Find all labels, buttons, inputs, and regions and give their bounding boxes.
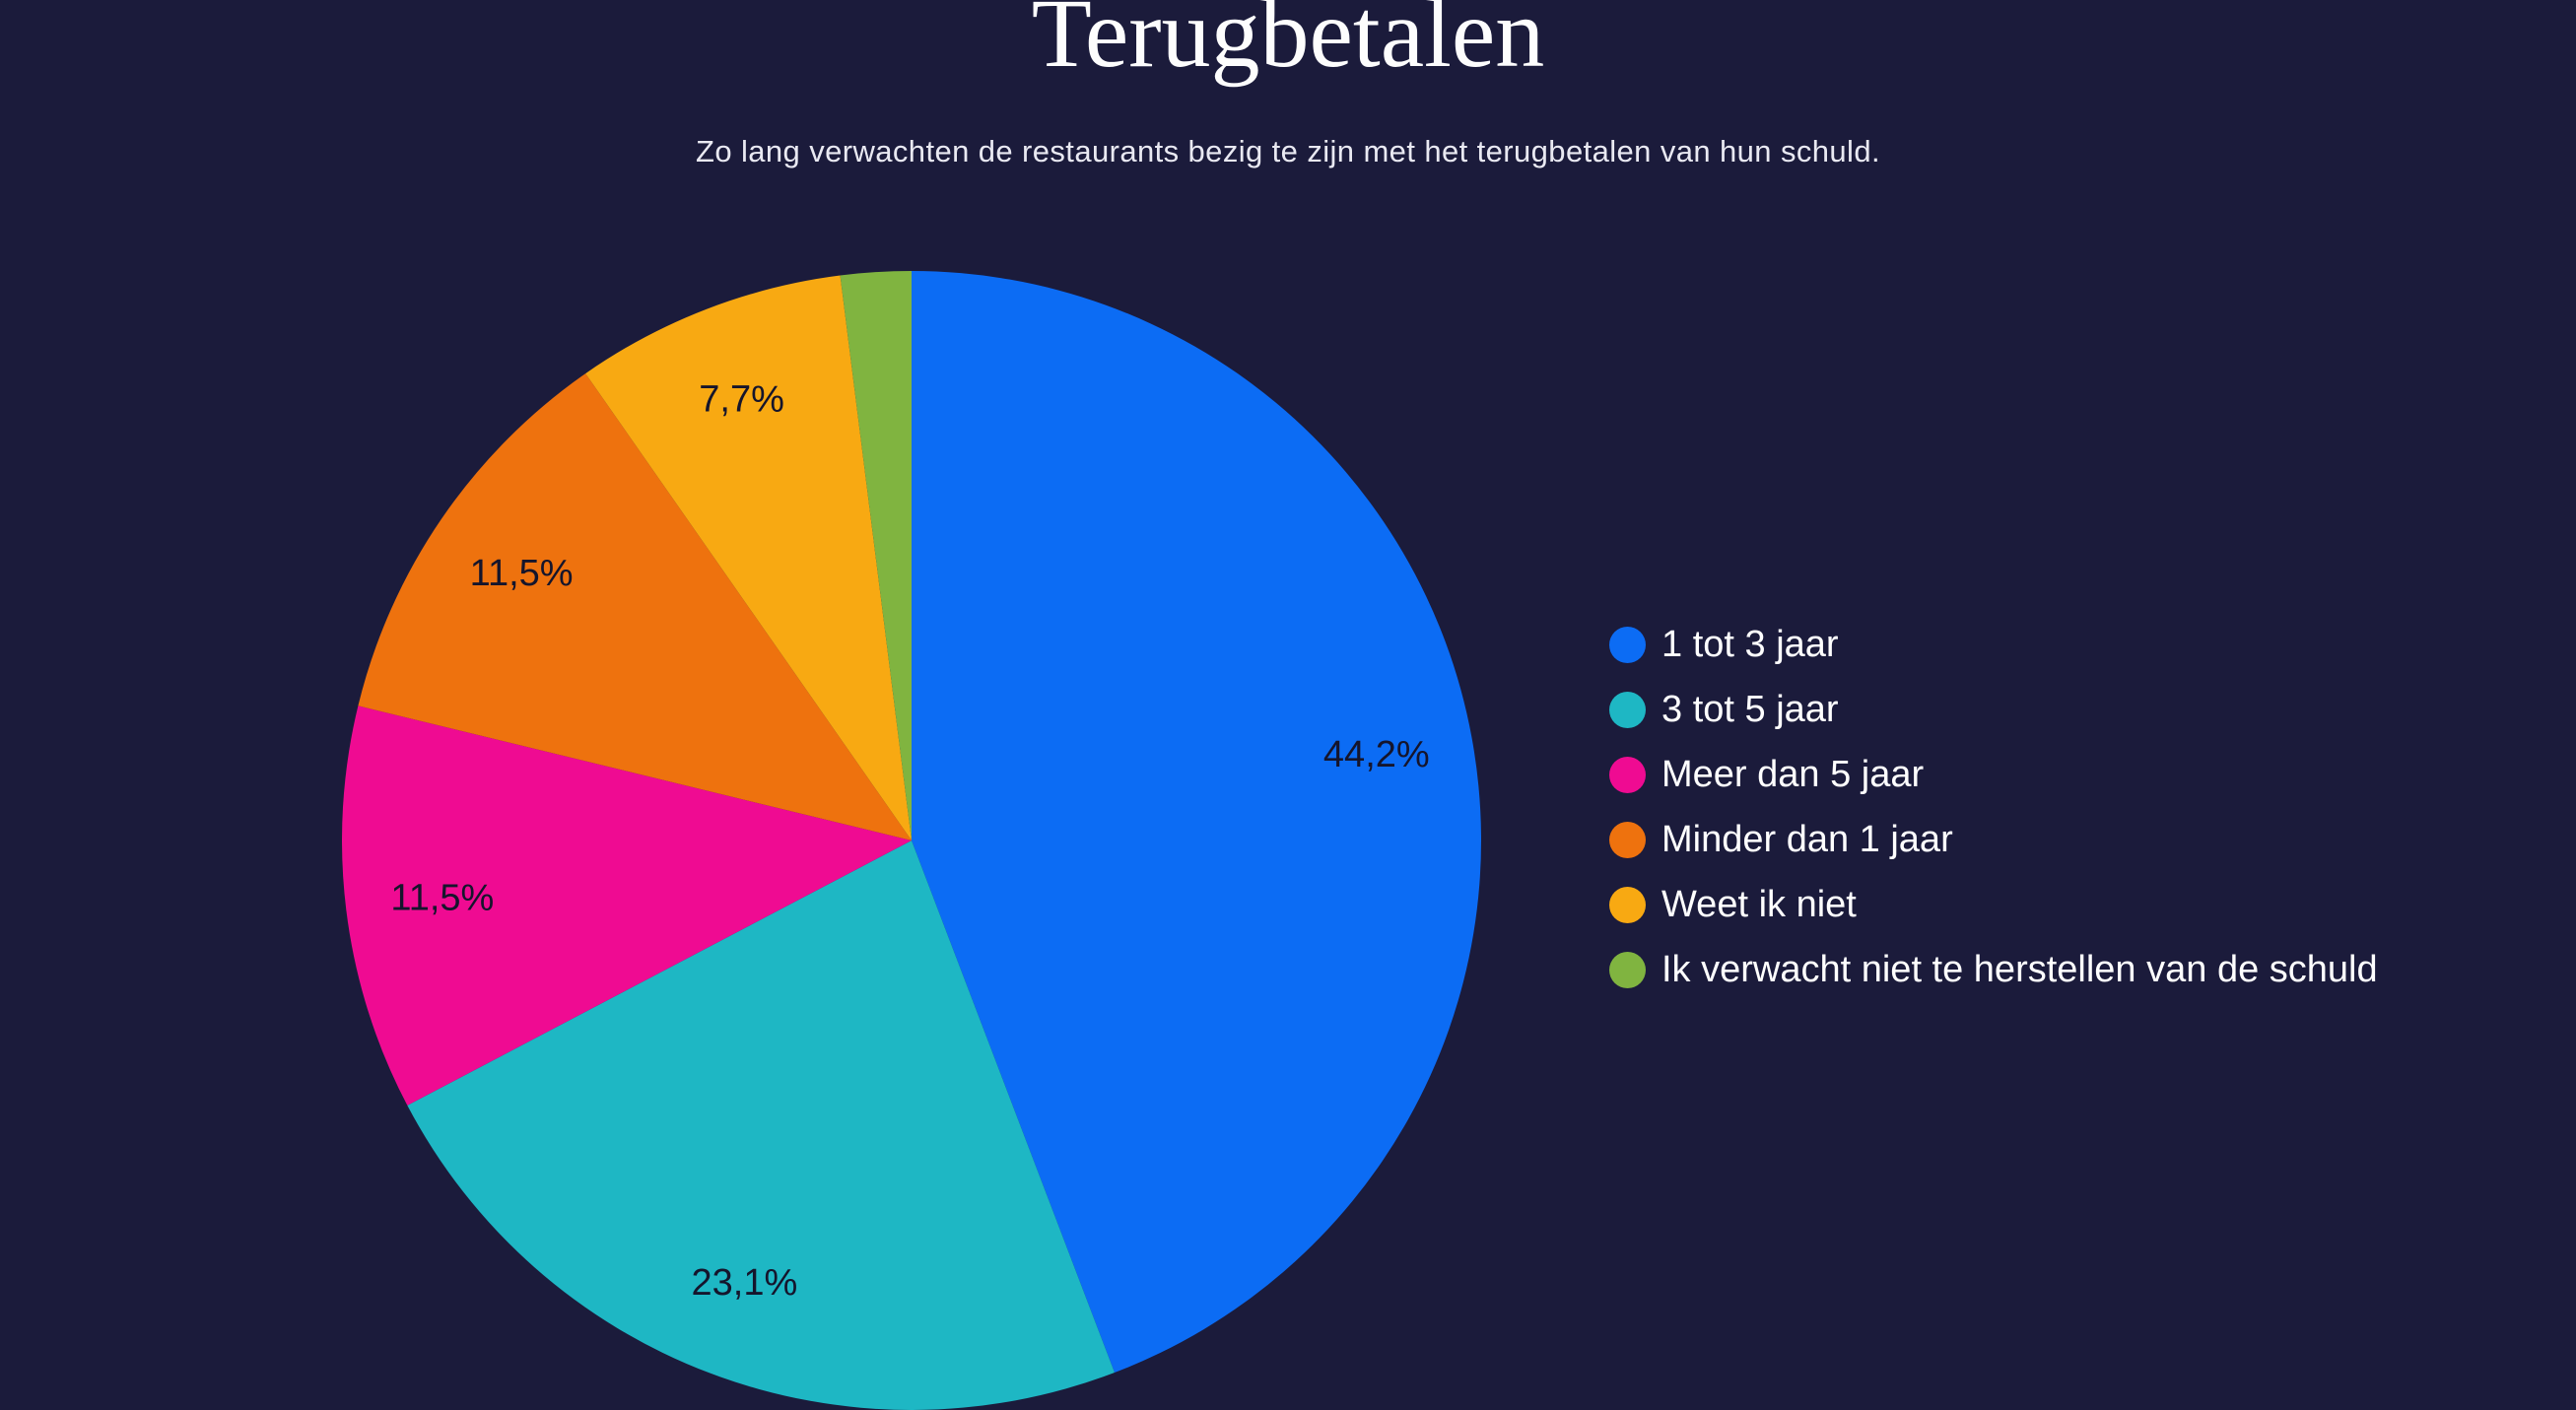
legend-label: Ik verwacht niet te herstellen van de sc…	[1661, 949, 2378, 990]
legend-swatch	[1609, 692, 1646, 728]
slice-value-label: 44,2%	[1323, 734, 1430, 775]
legend-item-meer-dan-5-jaar[interactable]: Meer dan 5 jaar	[1609, 750, 2378, 799]
legend-swatch	[1609, 627, 1646, 663]
slice-value-label: 11,5%	[470, 553, 574, 594]
legend-item-weet-ik-niet[interactable]: Weet ik niet	[1609, 880, 2378, 929]
pie-slice-weet-ik-niet[interactable]	[585, 275, 912, 840]
pie-slice-minder-dan-1-jaar[interactable]	[358, 373, 912, 840]
slice-value-label: 11,5%	[390, 878, 494, 919]
pie-slice-3-tot-5-jaar[interactable]	[407, 840, 1116, 1410]
legend-item-minder-dan-1-jaar[interactable]: Minder dan 1 jaar	[1609, 815, 2378, 864]
legend-swatch	[1609, 757, 1646, 793]
legend-swatch	[1609, 952, 1646, 988]
legend-label: 1 tot 3 jaar	[1661, 624, 1839, 665]
legend-label: 3 tot 5 jaar	[1661, 689, 1839, 730]
chart-subtitle: Zo lang verwachten de restaurants bezig …	[696, 134, 1880, 168]
legend-swatch	[1609, 822, 1646, 858]
legend-label: Meer dan 5 jaar	[1661, 754, 1925, 795]
pie-slice-1-tot-3-jaar[interactable]	[912, 271, 1481, 1374]
legend: 1 tot 3 jaar 3 tot 5 jaar Meer dan 5 jaar M…	[1609, 620, 2378, 1010]
legend-item-ik-verwacht-niet-te-herstellen-van-de-schuld[interactable]: Ik verwacht niet te herstellen van de sc…	[1609, 945, 2378, 994]
legend-item-3-tot-5-jaar[interactable]: 3 tot 5 jaar	[1609, 685, 2378, 734]
slice-value-label: 7,7%	[699, 378, 784, 420]
legend-label: Minder dan 1 jaar	[1661, 819, 1953, 860]
pie-slice-ik-verwacht-niet-te-herstellen-van-de-schuld[interactable]	[840, 271, 912, 840]
pie-slice-meer-dan-5-jaar[interactable]	[342, 705, 912, 1106]
pie-chart: 44,2% 23,1% 11,5% 11,5% 7,7%	[342, 271, 1481, 1410]
legend-label: Weet ik niet	[1661, 884, 1857, 925]
chart-title: Terugbetalen	[1031, 0, 1545, 88]
legend-item-1-tot-3-jaar[interactable]: 1 tot 3 jaar	[1609, 620, 2378, 669]
slice-value-label: 23,1%	[692, 1262, 798, 1304]
legend-swatch	[1609, 887, 1646, 923]
